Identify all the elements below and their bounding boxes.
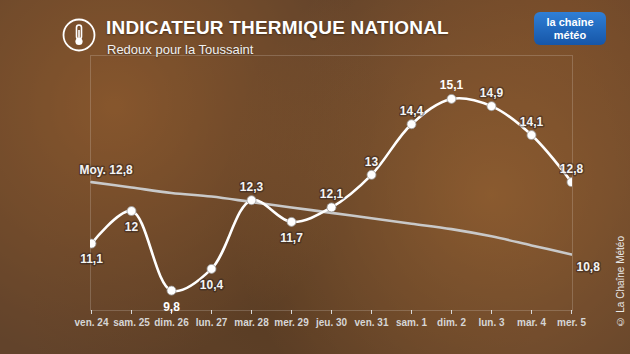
svg-text:ven. 31: ven. 31 xyxy=(355,317,389,328)
svg-text:10,8: 10,8 xyxy=(577,260,601,274)
html-text:la chaîne météo: la chaîne météo xyxy=(546,16,594,41)
svg-text:11,1: 11,1 xyxy=(80,252,103,266)
svg-text:12: 12 xyxy=(125,220,139,234)
svg-text:lun. 27: lun. 27 xyxy=(196,317,228,328)
svg-text:sam. 25: sam. 25 xyxy=(113,317,150,328)
svg-text:dim. 2: dim. 2 xyxy=(437,317,466,328)
svg-text:12,1: 12,1 xyxy=(320,187,344,201)
svg-text:mer. 29: mer. 29 xyxy=(274,317,309,328)
svg-text:9,8: 9,8 xyxy=(163,300,180,314)
svg-text:10,4: 10,4 xyxy=(200,278,224,292)
html-text:INDICATEUR THERMIQUE NATIONAL: INDICATEUR THERMIQUE NATIONAL xyxy=(106,17,449,38)
svg-text:11,7: 11,7 xyxy=(280,231,303,245)
svg-text:mar. 28: mar. 28 xyxy=(234,317,269,328)
svg-text:mar. 4: mar. 4 xyxy=(517,317,546,328)
svg-text:ven. 24: ven. 24 xyxy=(75,317,109,328)
svg-text:jeu. 30: jeu. 30 xyxy=(315,317,348,328)
svg-text:14,9: 14,9 xyxy=(480,86,504,100)
svg-text:lun. 3: lun. 3 xyxy=(478,317,505,328)
svg-text:13: 13 xyxy=(365,155,379,169)
svg-text:12,8: 12,8 xyxy=(560,162,584,176)
html-text:Redoux pour la Toussaint: Redoux pour la Toussaint xyxy=(107,42,254,57)
svg-text:mer. 5: mer. 5 xyxy=(557,317,586,328)
svg-text:Moy. 12,8: Moy. 12,8 xyxy=(80,163,133,177)
svg-text:dim. 26: dim. 26 xyxy=(154,317,189,328)
svg-text:15,1: 15,1 xyxy=(440,78,464,92)
html-text:© La Chaîne Météo: © La Chaîne Météo xyxy=(615,236,626,327)
svg-text:14,1: 14,1 xyxy=(520,115,544,129)
svg-text:12,3: 12,3 xyxy=(240,180,264,194)
svg-text:sam. 1: sam. 1 xyxy=(396,317,428,328)
svg-text:14,4: 14,4 xyxy=(400,104,424,118)
